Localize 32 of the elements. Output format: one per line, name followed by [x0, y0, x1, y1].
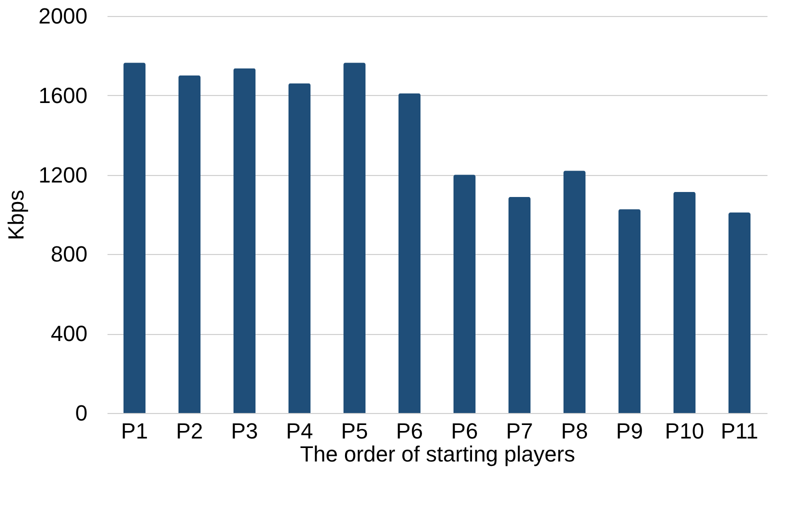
bar	[344, 62, 366, 413]
bar	[454, 174, 476, 413]
x-tick-label: P2	[176, 418, 203, 444]
bar	[618, 209, 640, 413]
x-tick-label: P3	[231, 418, 258, 444]
y-axis-title: Kbps	[4, 190, 29, 240]
y-tick-label: 2000	[38, 4, 88, 28]
y-tick-label: 1600	[38, 82, 88, 108]
x-tick-label: P5	[341, 418, 368, 444]
bar	[234, 68, 256, 413]
bar	[288, 83, 310, 413]
bar	[728, 212, 750, 413]
x-tick-label: P11	[720, 418, 758, 444]
y-tick-label: 0	[75, 400, 88, 426]
y-tick-label: 1200	[38, 162, 88, 188]
bar	[564, 170, 586, 413]
x-tick-label: P6	[396, 418, 423, 444]
x-tick-label: P8	[561, 418, 588, 444]
bar	[178, 75, 200, 413]
bar	[508, 196, 530, 413]
y-tick-label: 800	[50, 242, 88, 267]
x-tick-label: P4	[286, 418, 313, 444]
bar	[674, 192, 696, 413]
y-tick-label: 400	[50, 321, 88, 346]
x-tick-label: P6	[451, 418, 478, 444]
bar	[124, 62, 146, 413]
x-axis-title: The order of starting players	[300, 442, 576, 466]
x-tick-label: P1	[121, 418, 148, 444]
x-tick-label: P10	[664, 418, 704, 444]
x-tick-label: P9	[616, 418, 643, 444]
bar	[398, 93, 420, 413]
x-tick-label: P7	[506, 418, 533, 444]
